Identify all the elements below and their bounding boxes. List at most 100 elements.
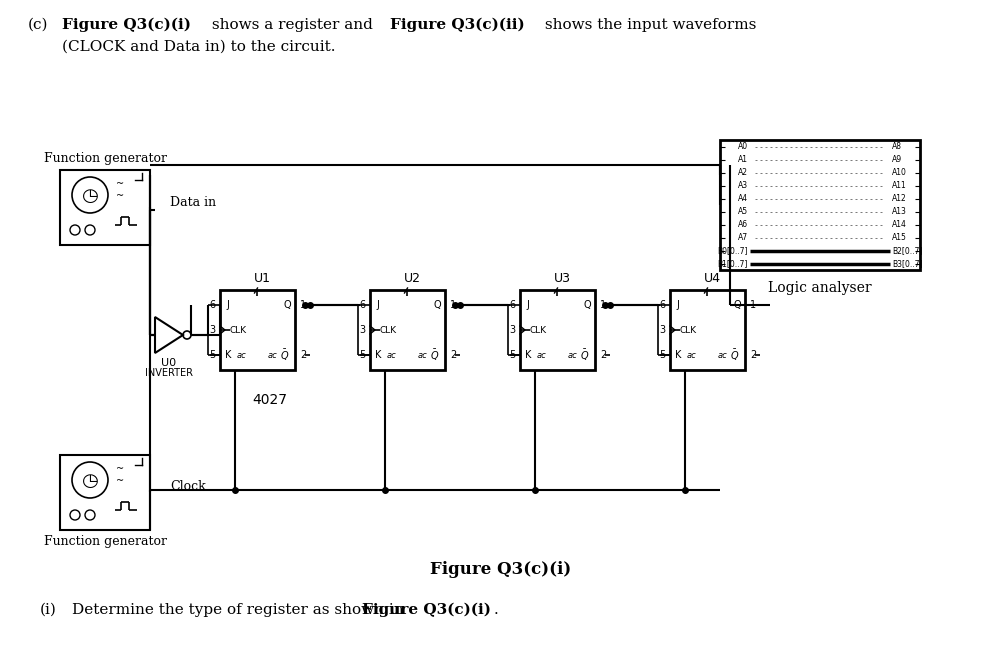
Text: Figure Q3(c)(i): Figure Q3(c)(i): [62, 18, 191, 32]
Text: Data in: Data in: [170, 196, 216, 208]
Text: INVERTER: INVERTER: [145, 368, 193, 378]
Text: ac: ac: [718, 350, 727, 360]
Text: A1: A1: [738, 155, 748, 164]
Text: B1[0..7]: B1[0..7]: [717, 259, 748, 268]
Text: ◷: ◷: [81, 470, 98, 490]
Text: Logic analyser: Logic analyser: [769, 281, 872, 295]
Bar: [60, 455, 150, 530]
Text: B0[0..7]: B0[0..7]: [717, 246, 748, 255]
Text: 5: 5: [659, 350, 665, 360]
Text: ac: ac: [387, 350, 397, 360]
Text: K: K: [224, 350, 231, 360]
Text: $\bar{Q}$: $\bar{Q}$: [580, 348, 589, 362]
Text: ~
~: ~ ~: [116, 179, 124, 201]
Text: A15: A15: [892, 233, 907, 242]
Text: ac: ac: [418, 350, 428, 360]
Text: 1: 1: [300, 300, 306, 310]
Text: shows a register and: shows a register and: [207, 18, 378, 32]
Text: 2: 2: [450, 350, 456, 360]
Text: 1: 1: [450, 300, 456, 310]
Bar: [670, 290, 745, 370]
Text: Clock: Clock: [170, 480, 205, 494]
Text: U1: U1: [254, 271, 271, 285]
Text: ~
~: ~ ~: [116, 464, 124, 486]
Text: K: K: [375, 350, 381, 360]
Text: J: J: [527, 300, 529, 310]
Text: 1: 1: [749, 300, 757, 310]
Text: A13: A13: [892, 207, 907, 216]
Text: 6: 6: [209, 300, 215, 310]
Text: CLK: CLK: [380, 326, 397, 334]
Text: J: J: [377, 300, 380, 310]
Bar: [220, 290, 295, 370]
Text: A8: A8: [892, 142, 902, 151]
Text: 3: 3: [359, 325, 365, 335]
Text: 3: 3: [509, 325, 515, 335]
Text: K: K: [525, 350, 531, 360]
Text: A12: A12: [892, 194, 907, 203]
Text: Q: Q: [284, 300, 291, 310]
Text: ac: ac: [269, 350, 278, 360]
Text: CLK: CLK: [530, 326, 547, 334]
Text: Determine the type of register as shown in: Determine the type of register as shown …: [72, 603, 409, 617]
Text: A7: A7: [737, 233, 748, 242]
Text: U3: U3: [554, 271, 571, 285]
Text: shows the input waveforms: shows the input waveforms: [540, 18, 757, 32]
Text: 5: 5: [359, 350, 365, 360]
Text: J: J: [226, 300, 229, 310]
Text: A5: A5: [737, 207, 748, 216]
Text: 6: 6: [659, 300, 665, 310]
Text: 3: 3: [659, 325, 665, 335]
Text: Figure Q3(c)(i): Figure Q3(c)(i): [431, 561, 571, 578]
Text: Function generator: Function generator: [43, 151, 166, 165]
Text: A6: A6: [737, 220, 748, 229]
Text: A3: A3: [737, 181, 748, 190]
Bar: [60, 170, 150, 245]
Text: 6: 6: [509, 300, 515, 310]
Bar: [520, 290, 595, 370]
Text: 3: 3: [209, 325, 215, 335]
Bar: [720, 140, 920, 270]
Text: J: J: [676, 300, 679, 310]
Text: Figure Q3(c)(i): Figure Q3(c)(i): [362, 603, 491, 617]
Text: (c): (c): [28, 18, 48, 32]
Text: CLK: CLK: [230, 326, 247, 334]
Bar: [370, 290, 445, 370]
Text: (CLOCK and Data in) to the circuit.: (CLOCK and Data in) to the circuit.: [62, 40, 336, 54]
Text: A4: A4: [737, 194, 748, 203]
Text: ◷: ◷: [81, 186, 98, 204]
Text: A11: A11: [892, 181, 907, 190]
Text: ac: ac: [537, 350, 547, 360]
Text: ac: ac: [237, 350, 246, 360]
Text: Function generator: Function generator: [43, 535, 166, 549]
Text: A0: A0: [737, 142, 748, 151]
Text: Q: Q: [583, 300, 591, 310]
Text: ac: ac: [687, 350, 696, 360]
Text: A14: A14: [892, 220, 907, 229]
Text: B3[0..7]: B3[0..7]: [892, 259, 923, 268]
Text: 2: 2: [600, 350, 606, 360]
Text: .: .: [494, 603, 499, 617]
Text: 5: 5: [509, 350, 515, 360]
Text: U4: U4: [704, 271, 721, 285]
Text: 1: 1: [600, 300, 606, 310]
Text: A9: A9: [892, 155, 902, 164]
Text: (i): (i): [40, 603, 57, 617]
Text: CLK: CLK: [680, 326, 697, 334]
Text: $\bar{Q}$: $\bar{Q}$: [281, 348, 290, 362]
Text: $\bar{Q}$: $\bar{Q}$: [431, 348, 440, 362]
Text: 4027: 4027: [253, 393, 288, 407]
Text: 5: 5: [208, 350, 215, 360]
Text: ac: ac: [568, 350, 578, 360]
Text: 2: 2: [749, 350, 757, 360]
Text: B2[0..7]: B2[0..7]: [892, 246, 923, 255]
Text: A10: A10: [892, 168, 907, 177]
Text: 6: 6: [359, 300, 365, 310]
Text: $\bar{Q}$: $\bar{Q}$: [730, 348, 739, 362]
Text: Q: Q: [433, 300, 441, 310]
Text: U2: U2: [404, 271, 421, 285]
Text: K: K: [674, 350, 681, 360]
Text: Figure Q3(c)(ii): Figure Q3(c)(ii): [390, 18, 525, 32]
Text: A2: A2: [738, 168, 748, 177]
Text: U0: U0: [161, 358, 176, 368]
